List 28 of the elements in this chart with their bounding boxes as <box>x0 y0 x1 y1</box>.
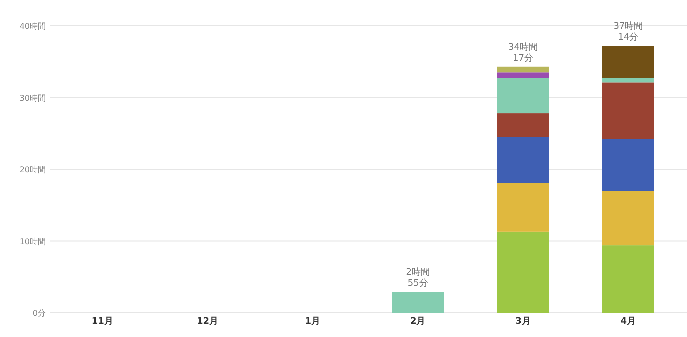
bar <box>497 78 550 114</box>
bar <box>602 46 654 78</box>
y-tick-label: 30時間 <box>20 94 46 103</box>
bar <box>497 137 550 184</box>
y-tick-label: 0分 <box>32 309 46 318</box>
bar <box>602 78 654 83</box>
total-label: 34時間 17分 <box>508 42 538 64</box>
x-tick-label: 1月 <box>305 316 321 327</box>
bar <box>602 82 654 140</box>
bar <box>497 66 550 73</box>
y-tick-label: 20時間 <box>20 166 46 174</box>
total-label: 2時間 55分 <box>406 267 430 290</box>
bar <box>602 246 654 313</box>
bar <box>602 139 654 192</box>
x-tick-label: 4月 <box>620 316 636 327</box>
bar <box>497 72 550 78</box>
bar <box>602 191 654 246</box>
bar <box>497 114 550 138</box>
x-tick-label: 3月 <box>516 316 531 327</box>
bar <box>497 232 550 313</box>
y-tick-label: 10時間 <box>20 237 46 246</box>
y-tick-label: 40時間 <box>20 22 46 31</box>
x-tick-label: 11月 <box>92 316 114 327</box>
x-tick-label: 12月 <box>196 316 219 327</box>
total-label: 37時間 14分 <box>614 21 644 44</box>
bar <box>497 183 550 232</box>
bar <box>392 292 444 313</box>
x-tick-label: 2月 <box>410 316 426 327</box>
